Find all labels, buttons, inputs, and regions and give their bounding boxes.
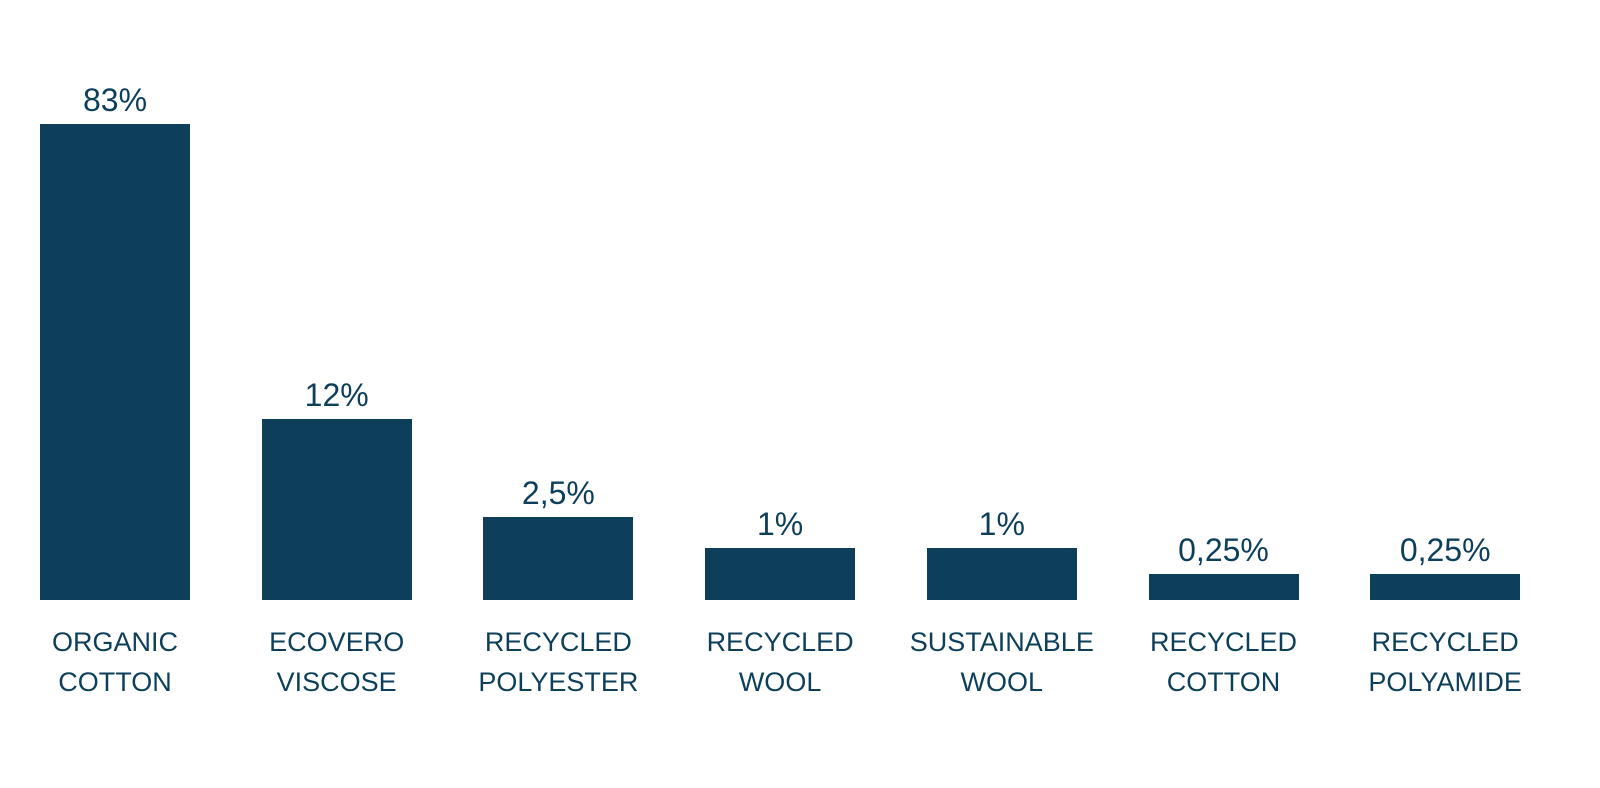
category-label: SUSTAINABLE WOOL: [909, 627, 1094, 697]
category-label: RECYCLED COTTON: [1149, 627, 1298, 697]
category-label: RECYCLED POLYAMIDE: [1368, 627, 1522, 697]
value-label: 1%: [756, 505, 804, 542]
bar: [1148, 573, 1299, 600]
value-label: 0,25%: [1399, 531, 1491, 568]
category-label: ORGANIC COTTON: [51, 627, 178, 697]
bar: [261, 419, 412, 600]
category-label: RECYCLED WOOL: [706, 627, 854, 697]
bar: [1370, 573, 1521, 600]
bar: [926, 547, 1077, 600]
bar: [705, 547, 856, 600]
bar: [40, 124, 190, 600]
category-label: ECOVERO VISCOSE: [269, 627, 405, 697]
category-label: RECYCLED POLYESTER: [478, 627, 639, 697]
value-label: 2,5%: [521, 475, 595, 512]
value-label: 0,25%: [1178, 531, 1269, 568]
bar: [483, 517, 634, 600]
value-label: 12%: [304, 377, 369, 413]
value-label: 83%: [82, 82, 148, 118]
value-label: 1%: [978, 505, 1025, 542]
